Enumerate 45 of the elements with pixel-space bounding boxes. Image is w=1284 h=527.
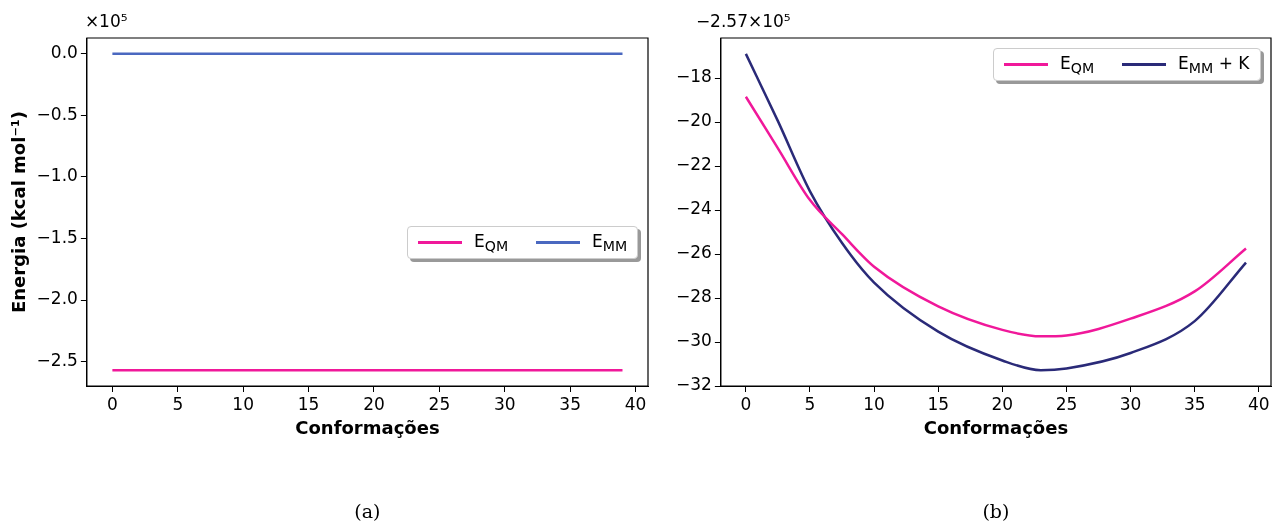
x-tick-label: 15 — [927, 393, 950, 414]
y-tick-label: −20 — [675, 110, 712, 131]
x-axis-title: Conformações — [923, 416, 1069, 438]
x-tick-label: 30 — [1119, 393, 1142, 414]
legend-label: E$_{QM}$ — [1060, 53, 1095, 77]
x-tick-label: 40 — [624, 393, 647, 414]
y-tick-label: −2.0 — [36, 288, 78, 309]
x-tick-label: 10 — [863, 393, 885, 414]
legend-label: E$_{QM}$ — [474, 230, 509, 254]
y-tick-label: 0.0 — [50, 42, 78, 63]
x-axis-title: Conformações — [295, 416, 440, 438]
x-tick-label: 35 — [1183, 393, 1206, 414]
text: ×10⁵ — [84, 11, 128, 31]
y-axis-title: Energia (kcal mol⁻¹) — [8, 110, 30, 314]
x-tick-label: 20 — [991, 393, 1014, 414]
x-tick-label: 35 — [559, 393, 581, 414]
x-tick-label: 5 — [804, 393, 816, 414]
y-tick-label: −30 — [675, 330, 712, 351]
x-tick-label: 10 — [232, 393, 254, 414]
x-tick-label: 25 — [1055, 393, 1078, 414]
legend-label: E$_{MM}$ — [592, 230, 628, 254]
line-series — [744, 95, 1248, 338]
text: (a) — [354, 500, 381, 522]
x-tick-label: 0 — [740, 393, 752, 414]
x-tick-label: 20 — [363, 393, 385, 414]
y-tick-label: −26 — [675, 242, 712, 263]
x-tick-label: 5 — [172, 393, 184, 414]
line-series — [744, 52, 1248, 372]
y-tick-label: −2.5 — [36, 349, 78, 370]
y-tick-label: −1.0 — [36, 165, 78, 186]
y-tick-label: −32 — [675, 374, 712, 395]
x-tick-label: 30 — [493, 393, 516, 414]
y-tick-label: −18 — [675, 66, 712, 87]
text: −2.57×10⁵ — [695, 11, 791, 31]
x-tick-label: 40 — [1248, 393, 1270, 414]
text: (b) — [982, 500, 1010, 522]
y-tick-label: −1.5 — [36, 226, 78, 247]
x-tick-label: 25 — [428, 393, 451, 414]
legend-label: E$_{MM}$ + K — [1178, 53, 1250, 77]
y-tick-label: −24 — [675, 198, 712, 219]
x-tick-label: 0 — [106, 393, 118, 414]
y-tick-label: −0.5 — [36, 103, 78, 124]
y-tick-label: −22 — [675, 154, 712, 175]
y-tick-label: −28 — [675, 286, 712, 307]
x-tick-label: 15 — [297, 393, 320, 414]
